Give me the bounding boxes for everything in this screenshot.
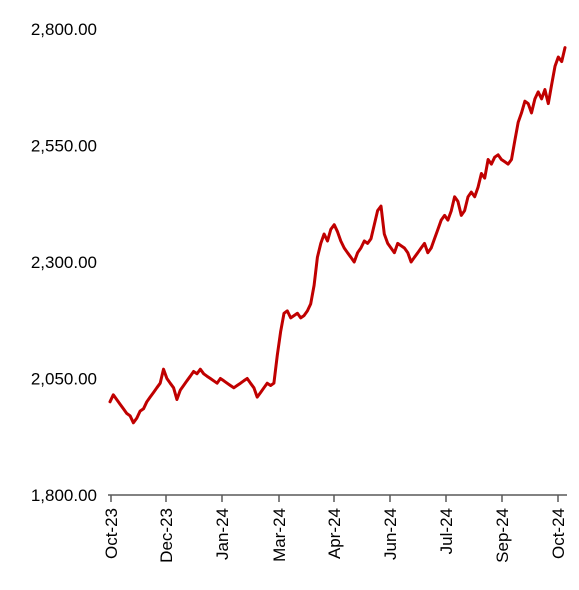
- x-axis-ticks: [110, 495, 559, 502]
- y-axis-labels: 1,800.00 2,050.00 2,300.00 2,550.00 2,800.00: [31, 20, 97, 505]
- x-tick-label: Jul-24: [437, 508, 456, 554]
- x-tick-label: Oct-23: [102, 508, 121, 559]
- x-axis-labels: Oct-23 Dec-23 Jan-24 Mar-24 Apr-24 Jun-24 Jul-…: [102, 508, 568, 563]
- x-tick-label: Jan-24: [213, 508, 232, 560]
- x-tick-label: Oct-24: [549, 508, 568, 559]
- x-tick-label: Apr-24: [325, 508, 344, 559]
- y-tick-label: 2,550.00: [31, 137, 97, 156]
- x-tick-label: Jun-24: [381, 508, 400, 560]
- series-line: [108, 46, 567, 425]
- y-tick-label: 1,800.00: [31, 486, 97, 505]
- y-tick-label: 2,050.00: [31, 370, 97, 389]
- x-tick-label: Dec-23: [157, 508, 176, 563]
- x-tick-label: Sep-24: [493, 508, 512, 563]
- y-tick-label: 2,800.00: [31, 20, 97, 39]
- x-tick-label: Mar-24: [270, 508, 289, 562]
- y-tick-label: 2,300.00: [31, 253, 97, 272]
